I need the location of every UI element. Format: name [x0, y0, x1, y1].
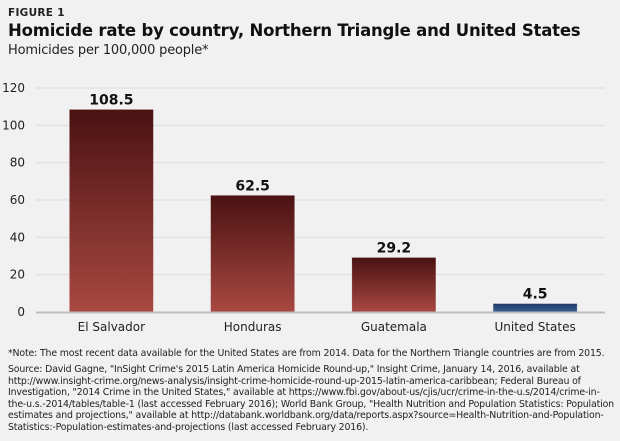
y-tick-label: 0: [17, 305, 25, 319]
bar-chart: 0 20 40 60 80 100 120 108.5 62.5 29.2 4.5 El Salv…: [2, 81, 605, 334]
chart-note: *Note: The most recent data available fo…: [8, 348, 605, 359]
data-label: 108.5: [89, 92, 133, 108]
data-label: 29.2: [377, 240, 412, 256]
x-tick-label: El Salvador: [78, 320, 145, 334]
figure-label: FIGURE 1: [8, 7, 65, 19]
chart-subtitle: Homicides per 100,000 people*: [8, 43, 209, 58]
y-tick-label: 40: [10, 230, 25, 244]
data-labels: 108.5 62.5 29.2 4.5: [89, 92, 547, 302]
bar-guatemala: [351, 257, 437, 313]
y-tick-label: 60: [10, 193, 25, 207]
chart-source: Source: David Gagne, "InSight Crime's 20…: [8, 364, 614, 433]
x-tick-label: Guatemala: [361, 320, 427, 334]
chart-title: Homicide rate by country, Northern Trian…: [8, 21, 581, 40]
bars: [69, 109, 578, 313]
x-tick-label: United States: [494, 320, 575, 334]
y-tick-label: 100: [2, 118, 25, 132]
bar-el-salvador: [69, 109, 154, 313]
y-axis-ticks: 0 20 40 60 80 100 120: [2, 81, 25, 319]
bar-united-states: [492, 303, 578, 313]
y-tick-label: 120: [2, 81, 25, 95]
data-label: 4.5: [523, 287, 548, 303]
x-axis-ticks: El Salvador Honduras Guatemala United State…: [78, 320, 576, 334]
y-tick-label: 20: [10, 268, 25, 282]
data-label: 62.5: [235, 178, 270, 194]
x-tick-label: Honduras: [224, 320, 282, 334]
bar-honduras: [210, 195, 295, 313]
y-tick-label: 80: [10, 156, 25, 170]
